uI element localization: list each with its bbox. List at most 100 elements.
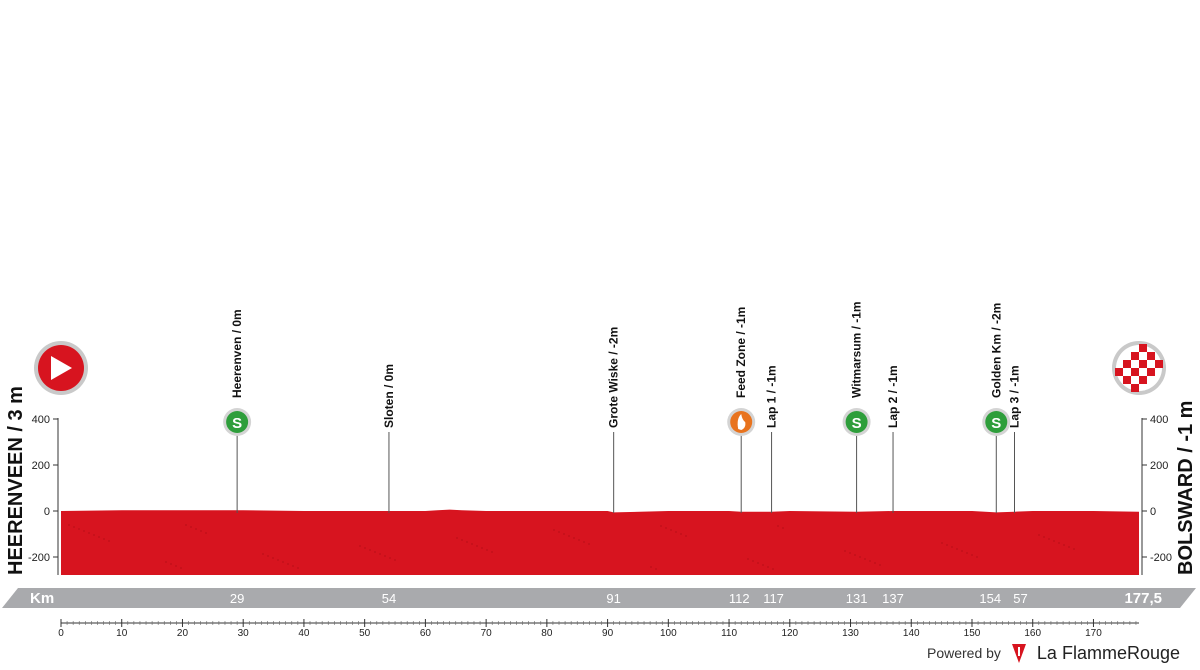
texture-dot <box>292 565 294 567</box>
sprint-icon <box>226 411 249 433</box>
texture-dot <box>267 555 269 557</box>
finish-check <box>1123 360 1131 368</box>
start-marker: HEERENVEEN / 3 m <box>5 341 88 575</box>
texture-dot <box>108 540 110 542</box>
texture-dot <box>68 524 70 526</box>
texture-dot <box>359 545 361 547</box>
texture-dot <box>461 539 463 541</box>
flame-glyph <box>737 414 746 430</box>
sprint-icon <box>985 411 1008 433</box>
waypoint: S Witmarsum / -1m <box>842 301 871 513</box>
right-y-axis: -200 0 200 400 <box>1141 414 1172 575</box>
texture-dot <box>476 545 478 547</box>
x-tick-label: 90 <box>602 628 614 639</box>
finish-label: BOLSWARD / -1 m <box>1175 401 1197 575</box>
texture-dot <box>394 559 396 561</box>
finish-check <box>1139 376 1147 384</box>
texture-dot <box>583 541 585 543</box>
texture-dot <box>553 529 555 531</box>
finish-check <box>1115 368 1123 376</box>
km-band-label: 29 <box>230 591 244 606</box>
x-tick-label: 160 <box>1024 628 1041 639</box>
texture-dot <box>956 548 958 550</box>
texture-dot <box>1053 540 1055 542</box>
texture-dot <box>471 543 473 545</box>
x-tick-label: 40 <box>298 628 310 639</box>
x-tick-label: 110 <box>721 628 737 639</box>
texture-dot <box>859 556 861 558</box>
texture-dot <box>849 552 851 554</box>
brand-name: La FlammeRouge <box>1036 642 1180 663</box>
texture-dot <box>578 539 580 541</box>
texture-dot <box>374 551 376 553</box>
waypoint: Lap 3 / -1m <box>1007 365 1021 513</box>
texture-dot <box>854 554 856 556</box>
texture-dot <box>655 568 657 570</box>
x-tick-label: 150 <box>964 628 981 639</box>
elevation-profile <box>61 509 1139 575</box>
left-tick-label: 200 <box>32 460 50 472</box>
x-tick-label: 50 <box>359 628 371 639</box>
texture-dot <box>486 549 488 551</box>
texture-dot <box>456 537 458 539</box>
texture-dot <box>1038 534 1040 536</box>
km-band-label: 154 <box>979 591 1001 606</box>
waypoint: S Golden Km / -2m <box>982 303 1011 513</box>
waypoints: S Heerenven / 0m Sloten / 0m Grote Wiske / … <box>223 301 1021 513</box>
waypoint-label: Sloten / 0m <box>382 364 396 428</box>
right-tick-label: 0 <box>1150 506 1156 518</box>
waypoint: Lap 1 / -1m <box>765 365 779 513</box>
texture-dot <box>864 558 866 560</box>
texture-dot <box>946 544 948 546</box>
texture-dot <box>757 562 759 564</box>
texture-dot <box>272 557 274 559</box>
left-y-axis: -200 0 200 400 <box>28 414 59 575</box>
waypoint: Lap 2 / -1m <box>886 365 900 513</box>
texture-dot <box>384 555 386 557</box>
x-tick-label: 10 <box>116 628 128 639</box>
texture-dot <box>1058 542 1060 544</box>
texture-dot <box>481 547 483 549</box>
waypoint-label: Lap 1 / -1m <box>765 365 779 428</box>
texture-dot <box>971 554 973 556</box>
texture-dot <box>1073 548 1075 550</box>
x-tick-label: 130 <box>842 628 859 639</box>
left-tick-label: 0 <box>44 506 50 518</box>
texture-dot <box>1068 546 1070 548</box>
start-label: HEERENVEEN / 3 m <box>5 386 27 575</box>
finish-check <box>1139 360 1147 368</box>
left-tick-label: -200 <box>28 552 50 564</box>
texture-dot <box>185 524 187 526</box>
km-band-label: 57 <box>1013 591 1027 606</box>
finish-check <box>1147 368 1155 376</box>
texture-dot <box>73 526 75 528</box>
texture-dot <box>297 567 299 569</box>
texture-dot <box>685 535 687 537</box>
texture-dot <box>966 552 968 554</box>
km-band-label: 112 <box>729 591 750 606</box>
waypoint-label: Heerenven / 0m <box>230 309 244 398</box>
finish-check <box>1123 376 1131 384</box>
sprint-letter: S <box>991 415 1001 432</box>
finish-check <box>1139 344 1147 352</box>
texture-dot <box>670 529 672 531</box>
waypoint: Sloten / 0m <box>382 364 396 513</box>
texture-dot <box>83 530 85 532</box>
waypoint-label: Lap 3 / -1m <box>1007 365 1021 428</box>
km-band-label: 91 <box>606 591 620 606</box>
waypoint-label: Lap 2 / -1m <box>886 365 900 428</box>
waypoint-label: Feed Zone / -1m <box>734 307 748 398</box>
texture-dot <box>941 542 943 544</box>
finish-km-label: 177,5 <box>1124 590 1162 607</box>
waypoint: Grote Wiske / -2m <box>607 327 621 513</box>
texture-dot <box>675 531 677 533</box>
texture-dot <box>558 531 560 533</box>
texture-dot <box>180 567 182 569</box>
texture-dot <box>98 536 100 538</box>
km-band-shape <box>2 588 1196 608</box>
texture-dot <box>379 553 381 555</box>
km-band-label: 131 <box>846 591 868 606</box>
footer: Powered by La FlammeRouge <box>927 642 1180 664</box>
texture-dot <box>1043 536 1045 538</box>
